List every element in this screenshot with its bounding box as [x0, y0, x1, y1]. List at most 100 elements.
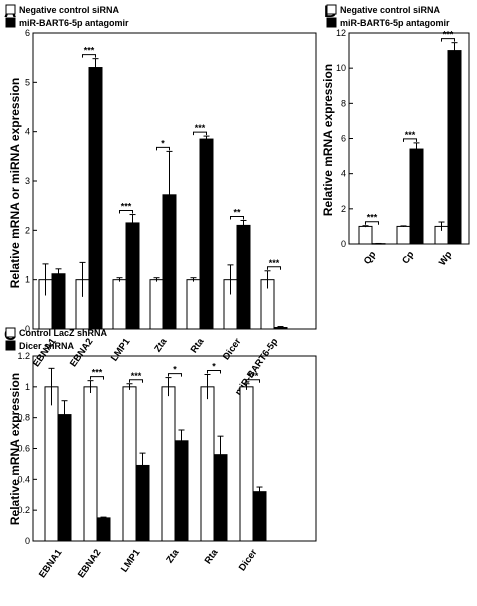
panel-C-category-label-EBNA2: EBNA2 — [76, 547, 103, 580]
panel-A-sig-label-Rta: *** — [195, 123, 206, 133]
panel-B-ytick-label: 4 — [341, 169, 346, 179]
panel-C-ytick-label: 0.8 — [17, 413, 30, 423]
panel-A-bar-EBNA1-1 — [51, 273, 66, 330]
panel-A-category-label-Rta: Rta — [189, 336, 207, 355]
panel-A-category-label-LMP1: LMP1 — [109, 336, 133, 364]
panel-B-sig-bracket-Qp — [365, 221, 379, 225]
panel-C-category-label-EBNA1: EBNA1 — [37, 547, 65, 580]
panel-A-ytick-label: 3 — [25, 176, 30, 186]
panel-B-sig-bracket-Wp — [441, 38, 455, 42]
panel-C-category-label-Rta: Rta — [203, 547, 221, 566]
panel-C-sig-bracket-Zta — [168, 373, 182, 377]
panel-C-sig-label-Zta: * — [173, 365, 177, 375]
panel-A-y-axis-label: Relative mRNA or miRNA expression — [8, 78, 22, 289]
panel-C-bar-Dicer-1 — [252, 491, 267, 542]
panel-B-category-label-Cp: Cp — [400, 249, 416, 266]
panel-B-bar-Qp-0 — [358, 225, 373, 245]
panel-A-legend-swatch-1 — [5, 17, 16, 28]
panel-C-bar-Zta-0 — [161, 386, 176, 542]
panel-B-bar-Cp-0 — [396, 225, 411, 245]
panel-B-ytick-label: 2 — [341, 204, 346, 214]
panel-C-sig-bracket-Rta — [207, 370, 221, 374]
panel-B-ytick-label: 12 — [336, 28, 346, 38]
panel-A-legend-label-1: miR-BART6-5p antagomir — [19, 18, 129, 28]
panel-C-ytick-label: 1 — [25, 382, 30, 392]
panel-C-sig-label-Dicer: *** — [248, 371, 259, 381]
panel-A-sig-bracket-Rta — [193, 131, 207, 136]
panel-A-bar-LMP1-1 — [125, 222, 140, 330]
panel-C-bar-EBNA1-1 — [57, 414, 72, 542]
panel-C-sig-bracket-EBNA2 — [90, 376, 104, 380]
panel-A-ytick-label: 5 — [25, 77, 30, 87]
panel-B-legend-swatch-1 — [326, 17, 337, 28]
panel-C-sig-bracket-LMP1 — [129, 379, 143, 383]
panel-C-ytick-label: 0 — [25, 536, 30, 546]
panel-C-legend-swatch-0 — [5, 327, 16, 338]
panel-B-category-label-Qp: Qp — [362, 249, 379, 266]
panel-C-ytick-label: 0.6 — [17, 444, 30, 454]
panel-C-legend-swatch-1 — [5, 340, 16, 351]
panel-C-bar-EBNA1-0 — [44, 386, 59, 542]
panel-C-bar-EBNA2-0 — [83, 386, 98, 542]
panel-C-category-label-Dicer: Dicer — [237, 547, 260, 573]
panel-A-ytick-label: 4 — [25, 127, 30, 137]
panel-C-bar-EBNA2-1 — [96, 517, 111, 542]
panel-A-bar-Rta-0 — [186, 279, 201, 330]
panel-A-category-label-Dicer: Dicer — [221, 336, 244, 362]
panel-A-sig-bracket-LMP1 — [119, 210, 133, 214]
panel-C-sig-bracket-Dicer — [246, 379, 260, 383]
panel-C-bar-Dicer-0 — [239, 386, 254, 542]
panel-B-sig-label-Qp: *** — [367, 213, 378, 223]
panel-A-sig-bracket-Zta — [156, 146, 170, 151]
panel-A-legend-label-0: Negative control siRNA — [19, 5, 120, 15]
panel-B-sig-label-Cp: *** — [405, 130, 416, 140]
panel-A-ytick-label: 6 — [25, 28, 30, 38]
panel-B-sig-label-Wp: *** — [443, 30, 454, 40]
panel-C-bar-Rta-0 — [200, 386, 215, 542]
panel-A-ytick-label: 2 — [25, 225, 30, 235]
panel-B-y-axis-label: Relative mRNA expression — [321, 64, 335, 216]
panel-B-legend-label-0: Negative control siRNA — [340, 5, 441, 15]
panel-A-bar-Rta-1 — [199, 138, 214, 330]
panel-C-ytick-label: 0.4 — [17, 474, 30, 484]
panel-A-sig-label-Dicer: ** — [233, 207, 241, 217]
panel-A-ytick-label: 1 — [25, 275, 30, 285]
panel-B-bar-Cp-1 — [409, 148, 424, 245]
panel-C-ytick-label: 1.2 — [17, 351, 30, 361]
panel-C-legend-label-1: Dicer shRNA — [19, 341, 75, 351]
panel-B-ytick-label: 8 — [341, 98, 346, 108]
panel-A-sig-label-LMP1: *** — [121, 202, 132, 212]
panel-B-ytick-label: 0 — [341, 239, 346, 249]
panel-C-sig-label-LMP1: *** — [131, 371, 142, 381]
panel-A-sig-bracket-EBNA2 — [82, 54, 96, 58]
panel-A-sig-bracket-miR-BART6-5p — [267, 266, 281, 270]
panel-C-ytick-label: 0.2 — [17, 505, 30, 515]
panel-A-sig-label-miR-BART6-5p: *** — [269, 258, 280, 268]
panel-B-legend-label-1: miR-BART6-5p antagomir — [340, 18, 450, 28]
panel-A-category-label-Zta: Zta — [152, 336, 170, 355]
panel-B-ytick-label: 10 — [336, 63, 346, 73]
panel-C-legend-label-0: Control LacZ shRNA — [19, 328, 108, 338]
panel-B-bar-Wp-1 — [447, 50, 462, 245]
panel-A-sig-label-EBNA2: *** — [84, 46, 95, 56]
panel-A-sig-bracket-Dicer — [230, 215, 244, 220]
panel-A-bar-LMP1-0 — [112, 279, 127, 330]
panel-A-ytick-label: 0 — [25, 324, 30, 334]
panel-B-legend-swatch-0 — [326, 4, 337, 15]
panel-B-sig-bracket-Cp — [403, 138, 417, 142]
panel-C-category-label-Zta: Zta — [164, 547, 182, 566]
panel-A-bar-Dicer-1 — [236, 224, 251, 330]
panel-A-bar-EBNA2-1 — [88, 67, 103, 330]
panel-C-bar-Zta-1 — [174, 440, 189, 542]
panel-A-sig-label-Zta: * — [161, 138, 165, 148]
panel-C-bar-LMP1-0 — [122, 386, 137, 542]
panel-A-legend-swatch-0 — [5, 4, 16, 15]
panel-C-sig-label-EBNA2: *** — [92, 368, 103, 378]
panel-B-category-label-Wp: Wp — [437, 249, 455, 268]
panel-B-ytick-label: 6 — [341, 134, 346, 144]
panel-C-sig-label-Rta: * — [212, 362, 216, 372]
panel-A-bar-Zta-0 — [149, 279, 164, 330]
panel-C-category-label-LMP1: LMP1 — [119, 547, 143, 575]
